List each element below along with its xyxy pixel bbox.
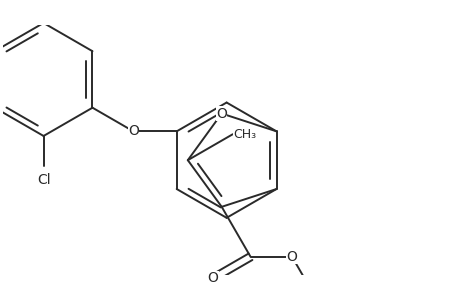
Text: O: O [216, 106, 227, 121]
Text: O: O [128, 124, 139, 138]
Text: O: O [207, 272, 218, 285]
Text: CH₃: CH₃ [232, 128, 255, 141]
Text: O: O [286, 250, 297, 264]
Text: Cl: Cl [37, 173, 50, 187]
